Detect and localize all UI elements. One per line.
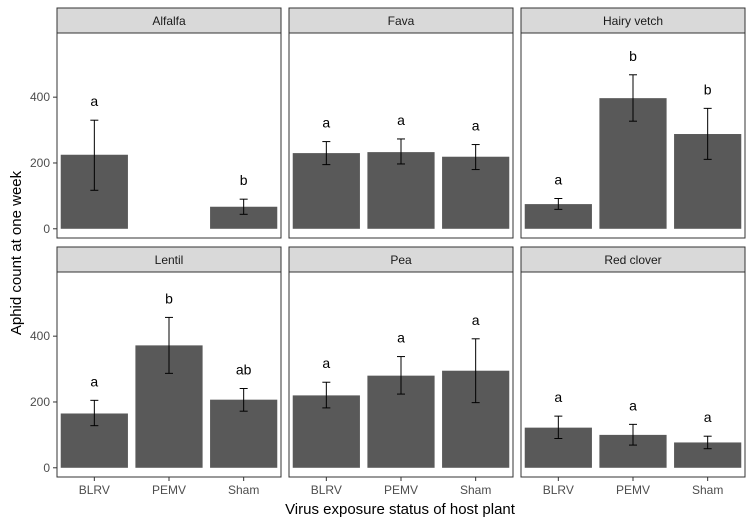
strip-pea xyxy=(288,246,514,273)
sig-letter-pea-sham: a xyxy=(472,312,480,328)
x-tick-label-pea-blrv: BLRV xyxy=(311,483,342,497)
error-bar-lentil-pemv xyxy=(165,316,173,374)
sig-letter-red-clover-pemv: a xyxy=(629,397,637,413)
x-tick-label-lentil-blrv: BLRV xyxy=(79,483,110,497)
error-bar-pea-blrv xyxy=(322,381,331,409)
strip-label-alfalfa: Alfalfa xyxy=(152,14,186,28)
strip-label-pea: Pea xyxy=(390,253,412,267)
y-axis-title: Aphid count at one week xyxy=(8,170,25,335)
error-bar-lentil-blrv xyxy=(90,399,99,427)
y-tick-label-alfalfa-0: 0 xyxy=(43,222,50,236)
error-bar-hairy-vetch-pemv xyxy=(629,74,637,122)
sig-letter-hairy-vetch-sham: b xyxy=(704,81,712,97)
strip-alfalfa xyxy=(56,7,282,34)
y-tick-label-alfalfa-200: 200 xyxy=(30,156,50,170)
x-tick-label-pea-sham: Sham xyxy=(460,483,491,497)
y-tick-label-lentil-400: 400 xyxy=(30,329,50,343)
sig-letter-alfalfa-blrv: a xyxy=(90,93,98,109)
sig-letter-lentil-sham: ab xyxy=(236,361,252,377)
sig-letter-hairy-vetch-pemv: b xyxy=(629,48,637,64)
error-bar-pea-sham xyxy=(471,338,480,404)
error-bar-pea-pemv xyxy=(397,356,405,395)
strip-fava xyxy=(288,7,514,34)
sig-letter-lentil-pemv: b xyxy=(165,290,173,306)
sig-letter-hairy-vetch-blrv: a xyxy=(554,172,562,188)
error-bar-red-clover-blrv xyxy=(554,415,563,440)
sig-letter-fava-pemv: a xyxy=(397,112,405,128)
panel-red-clover: Red clover a a a xyxy=(520,246,746,478)
error-bar-red-clover-sham xyxy=(703,435,712,450)
error-bar-hairy-vetch-blrv xyxy=(554,198,563,210)
panel-alfalfa: Alfalfa a b xyxy=(56,7,282,239)
error-bar-fava-sham xyxy=(471,144,480,171)
x-tick-label-lentil-pemv: PEMV xyxy=(152,483,186,497)
strip-lentil xyxy=(56,246,282,273)
panel-border-hairy-vetch xyxy=(520,32,746,239)
bar-fava-pemv xyxy=(367,152,435,229)
bar-alfalfa-sham xyxy=(210,206,278,229)
x-tick-label-lentil-sham: Sham xyxy=(228,483,259,497)
sig-letter-fava-sham: a xyxy=(472,118,480,134)
error-bar-hairy-vetch-sham xyxy=(703,107,712,160)
panel-pea: Pea a a a xyxy=(288,246,514,478)
error-bar-alfalfa-sham xyxy=(239,198,248,215)
sig-letter-fava-blrv: a xyxy=(322,115,330,131)
bar-fava-blrv xyxy=(292,153,360,229)
sig-letter-red-clover-blrv: a xyxy=(554,389,562,405)
strip-label-fava: Fava xyxy=(388,14,415,28)
strip-hairy-vetch xyxy=(520,7,746,34)
x-tick-label-red-clover-blrv: BLRV xyxy=(543,483,574,497)
strip-label-hairy-vetch: Hairy vetch xyxy=(603,14,663,28)
y-tick-label-lentil-200: 200 xyxy=(30,395,50,409)
panel-hairy-vetch: Hairy vetch a b b xyxy=(520,7,746,239)
error-bar-alfalfa-blrv xyxy=(90,119,99,191)
strip-label-lentil: Lentil xyxy=(155,253,184,267)
sig-letter-red-clover-sham: a xyxy=(704,409,712,425)
x-tick-label-red-clover-sham: Sham xyxy=(692,483,723,497)
error-bar-fava-blrv xyxy=(322,141,331,166)
panel-border-alfalfa xyxy=(56,32,282,239)
panel-border-fava xyxy=(288,32,514,239)
y-tick-label-alfalfa-400: 400 xyxy=(30,90,50,104)
sig-letter-alfalfa-sham: b xyxy=(240,172,248,188)
strip-label-red-clover: Red clover xyxy=(604,253,661,267)
panel-fava: Fava a a a xyxy=(288,7,514,239)
x-tick-label-red-clover-pemv: PEMV xyxy=(616,483,650,497)
error-bar-lentil-sham xyxy=(239,387,248,412)
error-bar-fava-pemv xyxy=(397,138,405,165)
sig-letter-pea-pemv: a xyxy=(397,330,405,346)
sig-letter-pea-blrv: a xyxy=(322,355,330,371)
x-tick-label-pea-pemv: PEMV xyxy=(384,483,418,497)
sig-letter-lentil-blrv: a xyxy=(90,373,98,389)
y-tick-label-lentil-0: 0 xyxy=(43,461,50,475)
error-bar-red-clover-pemv xyxy=(629,423,637,446)
axes-layer: 0 200 400 0 200 400 BLRV PEMV Sham BLRV PEMV Sham BL… xyxy=(30,90,723,497)
x-axis-title: Virus exposure status of host plant xyxy=(285,501,516,518)
